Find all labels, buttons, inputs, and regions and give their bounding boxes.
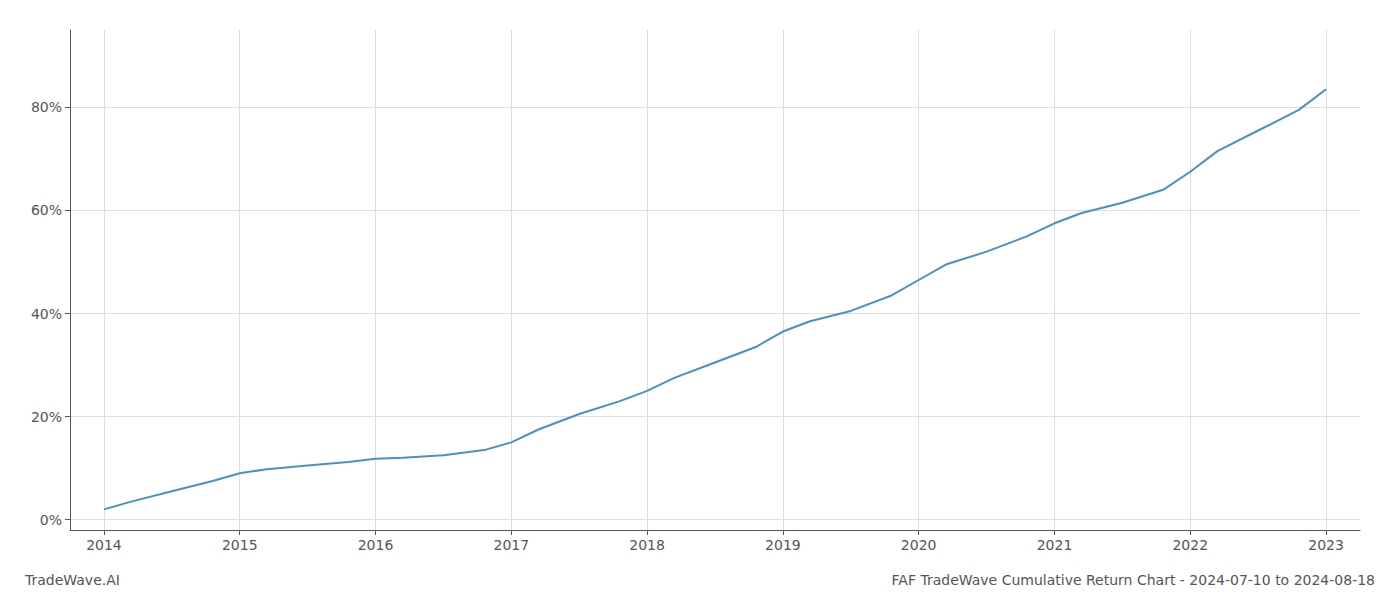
svg-text:2020: 2020 <box>901 537 937 553</box>
svg-text:TradeWave.AI: TradeWave.AI <box>24 572 120 588</box>
svg-text:2015: 2015 <box>222 537 258 553</box>
svg-text:80%: 80% <box>31 99 62 115</box>
svg-text:2023: 2023 <box>1308 537 1344 553</box>
svg-text:2016: 2016 <box>358 537 394 553</box>
svg-text:0%: 0% <box>40 512 62 528</box>
svg-text:2014: 2014 <box>86 537 122 553</box>
svg-text:60%: 60% <box>31 202 62 218</box>
svg-text:FAF TradeWave Cumulative Retur: FAF TradeWave Cumulative Return Chart - … <box>892 572 1375 588</box>
svg-text:2018: 2018 <box>629 537 665 553</box>
svg-text:2021: 2021 <box>1037 537 1073 553</box>
svg-text:2019: 2019 <box>765 537 801 553</box>
svg-text:40%: 40% <box>31 306 62 322</box>
svg-text:2022: 2022 <box>1172 537 1208 553</box>
svg-text:2017: 2017 <box>493 537 529 553</box>
svg-text:20%: 20% <box>31 409 62 425</box>
